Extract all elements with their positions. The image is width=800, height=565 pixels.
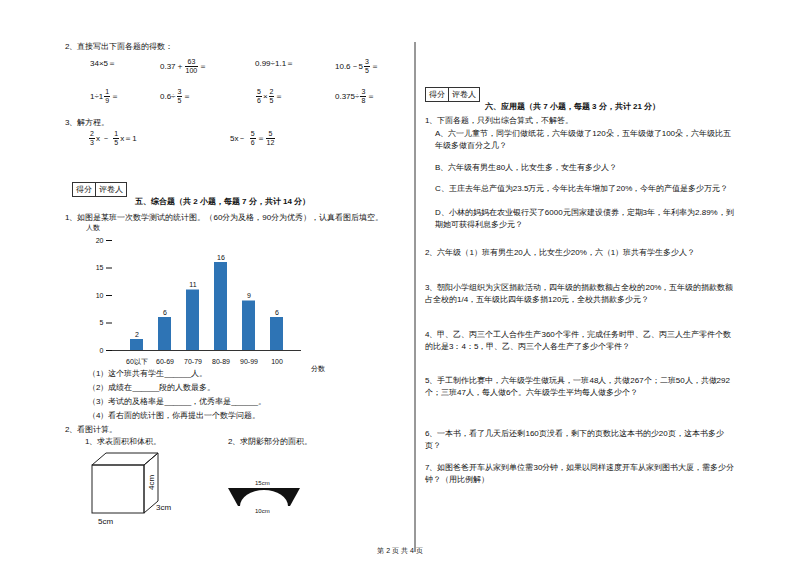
- html-text:1、如图是某班一次数学测试的统计图。（60分为及格，90分为: 1、如图是某班一次数学测试的统计图。（60分为及格，90分为优秀），认真看图后填…: [65, 213, 384, 222]
- svg-text:6: 6: [275, 309, 279, 316]
- html-text:D、小林的妈妈在农业银行买了6000元国家建设债券，定期3年: D、小林的妈妈在农业银行买了6000元国家建设债券，定期3年，年利率为2.89%…: [435, 208, 734, 229]
- html-text:8＝: 8＝: [361, 91, 376, 104]
- html-text:10cm: 10cm: [255, 508, 270, 514]
- html-text:7、如图爸爸开车从家到单位需30分钟，如果以同样速度开车从家: 7、如图爸爸开车从家到单位需30分钟，如果以同样速度开车从家到图书大厦，需多少分…: [425, 463, 735, 484]
- html-text:0.99÷1.1＝: 0.99÷1.1＝: [255, 59, 295, 68]
- html-text:3x －1: 3x －1: [90, 130, 119, 146]
- svg-text:11: 11: [189, 281, 196, 288]
- html-text:3、解方程。: 3、解方程。: [65, 118, 110, 127]
- html-text:（2）成绩在______段的人数最多。: （2）成绩在______段的人数最多。: [88, 383, 216, 392]
- svg-text:60-69: 60-69: [156, 358, 174, 365]
- svg-text:70-79: 70-79: [184, 358, 202, 365]
- html-text:5cm: 5cm: [98, 517, 114, 526]
- html-text:5x－5: 5x－5: [230, 130, 255, 143]
- html-text:2、求阴影部分的面积。: 2、求阴影部分的面积。: [228, 437, 313, 446]
- svg-text:人数: 人数: [86, 224, 100, 232]
- html-text:1、下面各题，只列出综合算式，不解答。: 1、下面各题，只列出综合算式，不解答。: [425, 116, 574, 125]
- html-text:2: 2: [90, 130, 94, 137]
- html-text:B、六年级有男生80人，比女生多，女生有多少人？: B、六年级有男生80人，比女生多，女生有多少人？: [435, 163, 618, 172]
- html-text:5＝: 5＝: [177, 91, 192, 104]
- html-text:（3）考试的及格率是______，优秀率是______。: （3）考试的及格率是______，优秀率是______。: [88, 397, 266, 406]
- svg-text:16: 16: [217, 254, 225, 261]
- html-text:3: 3: [365, 58, 369, 65]
- html-text:1、求表面积和体积。: 1、求表面积和体积。: [85, 437, 162, 446]
- html-text:6×2: 6×2: [257, 88, 274, 104]
- svg-text:100: 100: [271, 358, 283, 365]
- html-text:12: 12: [266, 139, 275, 146]
- html-text:第 2 页 共 4 页: 第 2 页 共 4 页: [377, 547, 423, 554]
- html-text:3、朝阳小学组织为灾区捐款活动，四年级的捐款数额占全校的20: 3、朝阳小学组织为灾区捐款活动，四年级的捐款数额占全校的20%，五年级的捐款数额…: [425, 283, 734, 304]
- html-text:1: 1: [105, 88, 110, 95]
- svg-text:0: 0: [100, 347, 104, 354]
- svg-text:9: 9: [247, 292, 251, 299]
- html-text:34×5＝: 34×5＝: [90, 59, 116, 68]
- html-text:C、王庄去年总产值为23.5万元，今年比去年增加了20%，今: C、王庄去年总产值为23.5万元，今年比去年增加了20%，今年的产值是多少万元？: [435, 184, 729, 193]
- html-text:0.37＋ 63: 0.37＋ 63: [160, 58, 196, 71]
- html-text:得分: 得分: [76, 185, 92, 194]
- svg-text:80-89: 80-89: [212, 358, 230, 365]
- svg-text:90-99: 90-99: [240, 358, 258, 365]
- html-text:五、综合题（共 2 小题，每题 7 分，共计 14 分）: 五、综合题（共 2 小题，每题 7 分，共计 14 分）: [135, 197, 311, 206]
- html-text:评卷人: 评卷人: [99, 185, 123, 194]
- html-text:5＝: 5＝: [365, 61, 379, 74]
- html-text:5: 5: [257, 88, 261, 95]
- svg-text:20: 20: [96, 237, 104, 244]
- html-text:得分: 得分: [429, 90, 445, 99]
- html-text:（4）看右面的统计图，你再提出一个数学问题。: （4）看右面的统计图，你再提出一个数学问题。: [88, 411, 261, 420]
- html-text:评卷人: 评卷人: [452, 90, 476, 99]
- html-text:4cm: 4cm: [147, 474, 156, 490]
- svg-text:6: 6: [163, 309, 167, 316]
- html-text:100＝: 100＝: [185, 61, 208, 74]
- html-text:5＝: 5＝: [269, 91, 284, 104]
- html-text:5、手工制作比赛中，六年级学生做玩具，一班48人，共做267: 5、手工制作比赛中，六年级学生做玩具，一班48人，共做267个；二班50人，共做…: [425, 376, 730, 397]
- html-text:2、直接写出下面各题的得数：: 2、直接写出下面各题的得数：: [65, 42, 174, 51]
- html-text:9＝: 9＝: [105, 91, 120, 104]
- html-text:0.375÷3: 0.375÷3: [335, 88, 366, 101]
- html-text:10.6－5: 10.6－5: [335, 61, 363, 71]
- html-text:A、六一儿童节，同学们做纸花，六年级做了120朵，五年级做了: A、六一儿童节，同学们做纸花，六年级做了120朵，五年级做了100朵，六年级比五…: [435, 129, 731, 150]
- svg-text:5: 5: [100, 319, 104, 326]
- html-text:6、一本书，看了几天后还剩160页没看，剩下的页数比这本书的: 6、一本书，看了几天后还剩160页没看，剩下的页数比这本书的少20页，这本书多少…: [425, 429, 724, 450]
- svg-text:分数: 分数: [311, 365, 325, 372]
- html-text:2、六年级（1）班有男生20人，比女生少20%，六（1）班共: 2、六年级（1）班有男生20人，比女生少20%，六（1）班共有学生多少人？: [425, 248, 696, 257]
- html-text:6＝ 5: 6＝ 5: [250, 130, 273, 146]
- html-text:15cm: 15cm: [255, 480, 270, 486]
- html-text:0.6÷3: 0.6÷3: [160, 88, 182, 101]
- html-text:1÷1: 1÷1: [90, 91, 104, 101]
- svg-text:10: 10: [96, 292, 104, 299]
- svg-text:15: 15: [96, 264, 104, 271]
- html-text:4、甲、乙、丙三个工人合作生产360个零件，完成任务时甲、乙: 4、甲、乙、丙三个工人合作生产360个零件，完成任务时甲、乙、丙三人生产零件个数…: [425, 330, 731, 351]
- html-text:5x＝1: 5x＝1: [114, 133, 137, 146]
- svg-text:2: 2: [135, 331, 139, 338]
- html-text:3cm: 3cm: [156, 503, 172, 512]
- svg-text:60以下: 60以下: [126, 358, 148, 365]
- html-text:（1）这个班共有学生______人。: （1）这个班共有学生______人。: [88, 369, 208, 378]
- html-text:六、应用题（共 7 小题，每题 3 分，共计 21 分）: 六、应用题（共 7 小题，每题 3 分，共计 21 分）: [485, 102, 661, 111]
- html-text:2、看图计算。: 2、看图计算。: [65, 425, 118, 434]
